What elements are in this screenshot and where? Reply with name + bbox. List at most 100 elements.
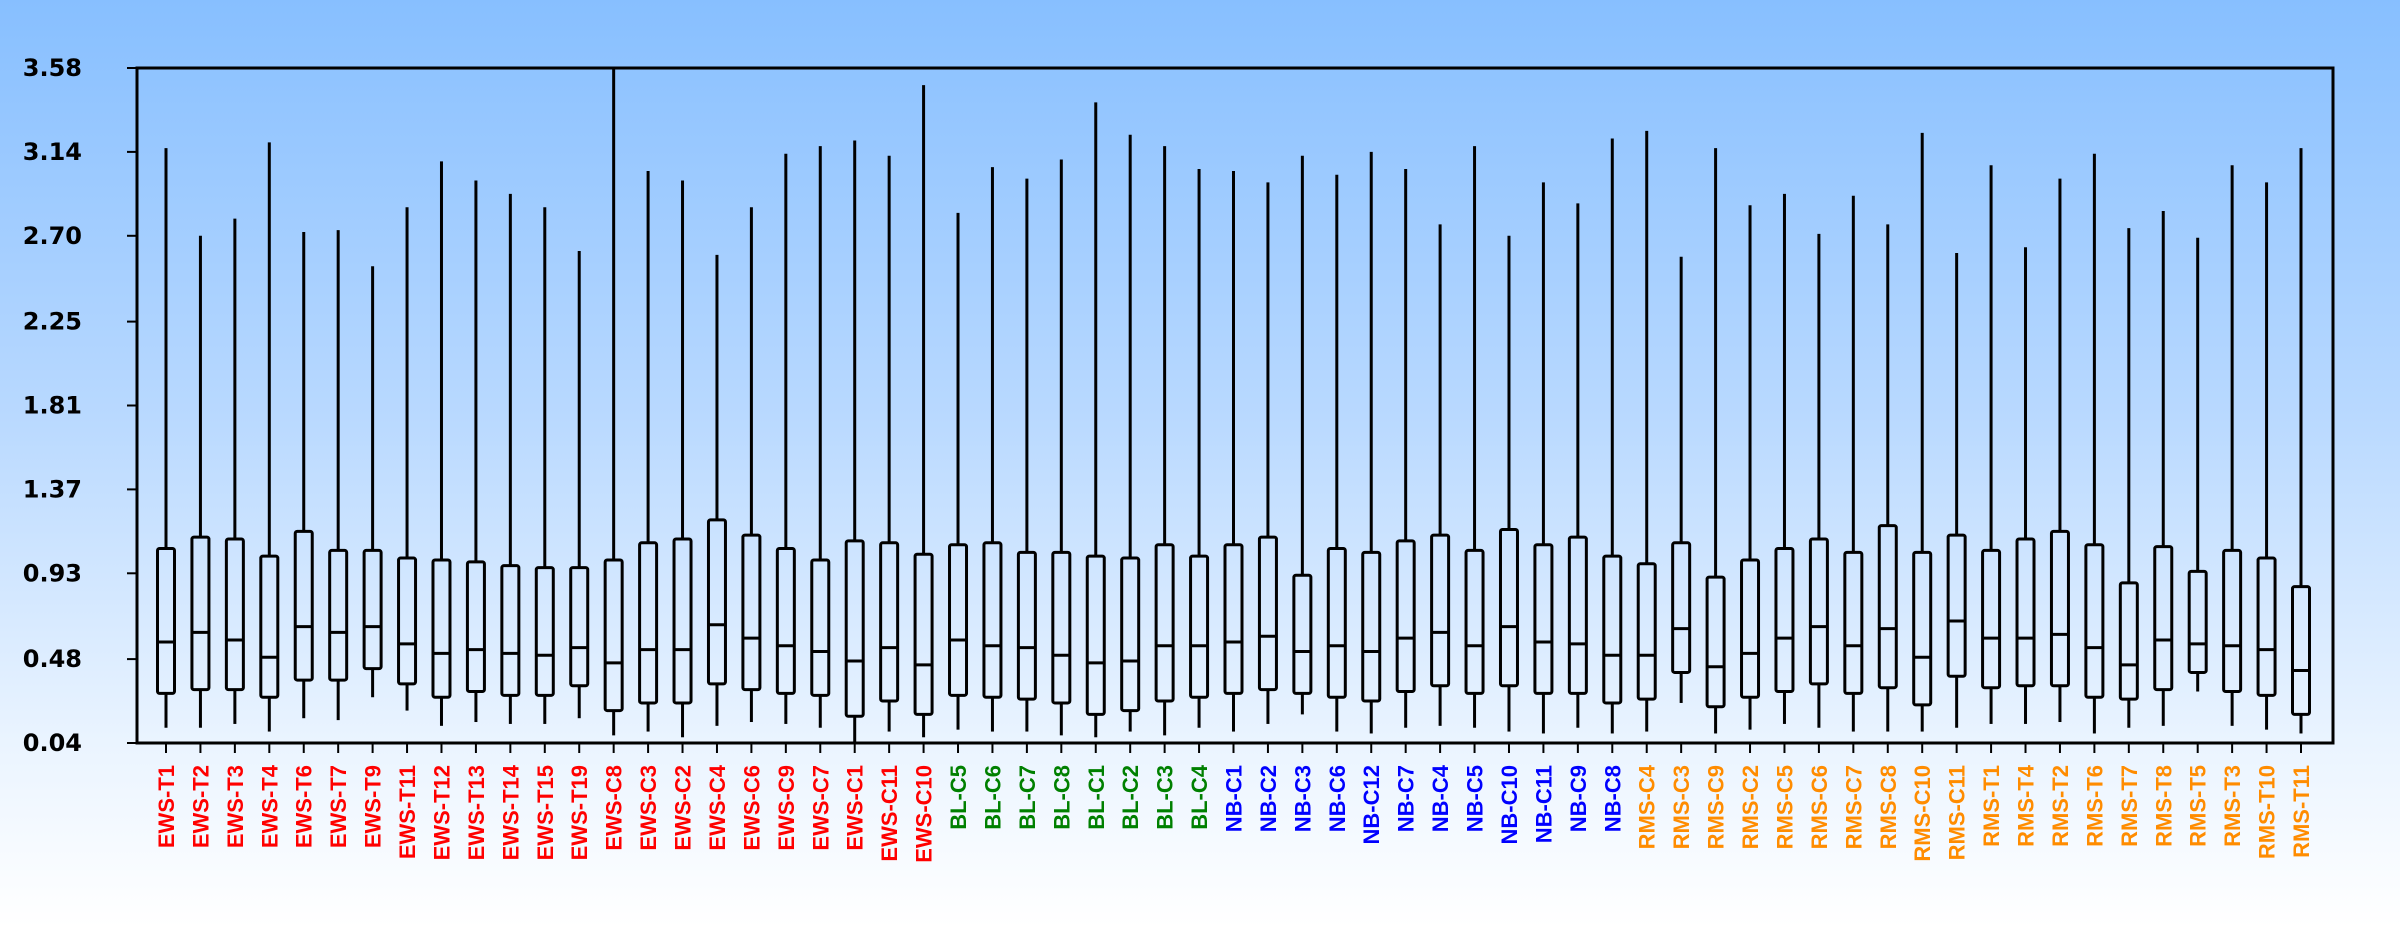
- x-tick-label-ews-t12: EWS-T12: [429, 765, 454, 860]
- iqr-box: [1636, 562, 1657, 701]
- box-bl-c5: [948, 212, 969, 730]
- box-nb-c12: [1361, 151, 1382, 734]
- x-tick-label-rms-c11: RMS-C11: [1945, 765, 1970, 860]
- box-ews-c4: [706, 254, 727, 726]
- x-tick-label-nb-c1: NB-C1: [1222, 765, 1247, 832]
- box-ews-c10: [913, 85, 934, 738]
- x-tick-label-ews-c4: EWS-C4: [705, 764, 730, 850]
- x-tick-label-ews-t6: EWS-T6: [292, 765, 317, 848]
- box-rms-c10: [1912, 132, 1933, 732]
- box-ews-t6: [293, 231, 314, 719]
- iqr-box: [1877, 524, 1898, 690]
- box-bl-c2: [1120, 134, 1141, 732]
- x-tick-label-ews-c1: EWS-C1: [843, 765, 868, 851]
- x-tick-label-bl-c4: BL-C4: [1187, 764, 1212, 830]
- box-ews-t12: [431, 161, 452, 726]
- y-axis: 0.04 0.48 0.93 1.37 1.81 2.25 2.70 3.14 3.58: [23, 54, 137, 757]
- iqr-box: [1808, 537, 1829, 686]
- box-ews-t2: [190, 235, 211, 728]
- box-ews-t19: [569, 251, 590, 719]
- x-tick-label-rms-t10: RMS-T10: [2255, 765, 2280, 859]
- box-nb-c8: [1602, 138, 1623, 734]
- x-tick-label-rms-c7: RMS-C7: [1841, 765, 1866, 849]
- iqr-box: [1361, 550, 1382, 703]
- x-tick-label-bl-c5: BL-C5: [946, 765, 971, 830]
- iqr-box: [500, 564, 521, 697]
- x-tick-label-ews-c6: EWS-C6: [739, 765, 764, 851]
- x-tick-label-ews-c7: EWS-C7: [808, 765, 833, 851]
- box-rms-c5: [1774, 193, 1795, 724]
- x-tick-label-ews-t1: EWS-T1: [154, 765, 179, 848]
- x-tick-label-ews-t7: EWS-T7: [326, 765, 351, 848]
- y-tick-label: 1.37: [23, 475, 82, 503]
- iqr-box: [1533, 543, 1554, 695]
- iqr-box: [431, 558, 452, 699]
- x-tick-label-rms-c10: RMS-C10: [1910, 765, 1935, 862]
- box-rms-t1: [1981, 165, 2002, 724]
- x-tick-label-rms-c8: RMS-C8: [1876, 765, 1901, 849]
- x-tick-label-ews-t2: EWS-T2: [188, 765, 213, 848]
- box-rms-t6: [2084, 153, 2105, 734]
- y-tick-label: 3.58: [23, 54, 82, 82]
- box-rms-t5: [2187, 237, 2208, 692]
- box-nb-c1: [1223, 170, 1244, 732]
- iqr-box: [948, 543, 969, 697]
- iqr-box: [465, 560, 486, 694]
- iqr-box: [2187, 569, 2208, 674]
- box-ews-c8: [603, 68, 624, 736]
- x-tick-label-rms-t2: RMS-T2: [2048, 765, 2073, 847]
- x-tick-label-nb-c11: NB-C11: [1531, 765, 1556, 843]
- iqr-box: [1189, 554, 1210, 699]
- x-tick-label-rms-t1: RMS-T1: [1979, 765, 2004, 847]
- iqr-box: [1671, 541, 1692, 674]
- box-rms-c7: [1843, 195, 1864, 732]
- box-ews-c7: [810, 146, 831, 728]
- x-tick-label-rms-t11: RMS-T11: [2289, 765, 2314, 858]
- iqr-box: [1051, 550, 1072, 705]
- x-tick-label-rms-c9: RMS-C9: [1704, 765, 1729, 849]
- x-tick-label-rms-c6: RMS-C6: [1807, 765, 1832, 849]
- iqr-box: [190, 535, 211, 692]
- iqr-box: [1843, 550, 1864, 695]
- x-tick-label-ews-t9: EWS-T9: [361, 765, 386, 848]
- iqr-box: [603, 558, 624, 713]
- x-tick-label-nb-c4: NB-C4: [1428, 764, 1453, 832]
- box-bl-c8: [1051, 159, 1072, 736]
- iqr-box: [224, 537, 245, 692]
- iqr-box: [810, 558, 831, 697]
- x-axis: EWS-T1 EWS-T2 EWS-T3 EWS-T4 EWS-T6 EWS-T7 EWS-…: [154, 743, 2314, 863]
- iqr-box: [2291, 585, 2311, 716]
- iqr-box: [1016, 550, 1037, 701]
- x-tick-label-bl-c8: BL-C8: [1049, 765, 1074, 830]
- x-tick-label-rms-t6: RMS-T6: [2082, 765, 2107, 847]
- x-tick-label-nb-c9: NB-C9: [1566, 765, 1591, 832]
- iqr-box: [259, 554, 280, 699]
- box-ews-t13: [465, 180, 486, 723]
- box-bl-c4: [1189, 169, 1210, 728]
- y-tick-label: 2.25: [23, 308, 82, 336]
- x-tick-label-bl-c7: BL-C7: [1015, 765, 1040, 830]
- box-rms-t2: [2049, 178, 2070, 723]
- iqr-box: [569, 566, 590, 688]
- box-ews-t11: [397, 207, 418, 711]
- box-nb-c7: [1395, 169, 1416, 728]
- box-ews-t4: [259, 142, 280, 732]
- box-nb-c10: [1498, 235, 1519, 732]
- x-tick-label-ews-c11: EWS-C11: [877, 765, 902, 862]
- iqr-box: [1257, 535, 1278, 692]
- iqr-box: [2015, 537, 2036, 688]
- box-nb-c4: [1430, 224, 1451, 726]
- iqr-box: [1981, 548, 2002, 690]
- iqr-box: [362, 548, 383, 671]
- box-ews-c2: [672, 180, 693, 738]
- box-bl-c6: [982, 167, 1003, 732]
- iqr-box: [293, 529, 314, 682]
- iqr-box: [2118, 581, 2139, 701]
- iqr-box: [879, 541, 900, 703]
- plot-frame: [135, 66, 2335, 745]
- x-tick-label-ews-t15: EWS-T15: [533, 765, 558, 860]
- x-tick-label-bl-c6: BL-C6: [980, 765, 1005, 830]
- x-tick-label-rms-t8: RMS-T8: [2151, 765, 2176, 847]
- iqr-box: [1946, 533, 1967, 678]
- box-rms-c3: [1671, 256, 1692, 703]
